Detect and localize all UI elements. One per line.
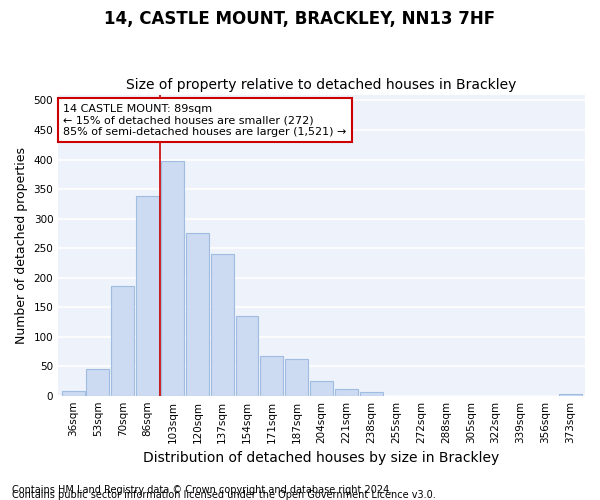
Bar — [112, 286, 134, 396]
Bar — [86, 368, 109, 396]
Bar — [310, 381, 333, 396]
Text: 14 CASTLE MOUNT: 89sqm
← 15% of detached houses are smaller (272)
85% of semi-de: 14 CASTLE MOUNT: 89sqm ← 15% of detached… — [64, 104, 347, 137]
Text: Contains HM Land Registry data © Crown copyright and database right 2024.: Contains HM Land Registry data © Crown c… — [12, 485, 392, 495]
Bar — [211, 254, 233, 396]
Bar — [236, 316, 259, 396]
Bar — [136, 196, 159, 396]
Text: Contains public sector information licensed under the Open Government Licence v3: Contains public sector information licen… — [12, 490, 436, 500]
Bar — [286, 359, 308, 396]
X-axis label: Distribution of detached houses by size in Brackley: Distribution of detached houses by size … — [143, 451, 500, 465]
Bar — [260, 356, 283, 396]
Bar — [559, 394, 581, 396]
Bar — [335, 389, 358, 396]
Bar — [161, 160, 184, 396]
Bar — [62, 391, 85, 396]
Bar — [186, 234, 209, 396]
Bar — [360, 392, 383, 396]
Text: 14, CASTLE MOUNT, BRACKLEY, NN13 7HF: 14, CASTLE MOUNT, BRACKLEY, NN13 7HF — [104, 10, 496, 28]
Y-axis label: Number of detached properties: Number of detached properties — [15, 146, 28, 344]
Title: Size of property relative to detached houses in Brackley: Size of property relative to detached ho… — [127, 78, 517, 92]
